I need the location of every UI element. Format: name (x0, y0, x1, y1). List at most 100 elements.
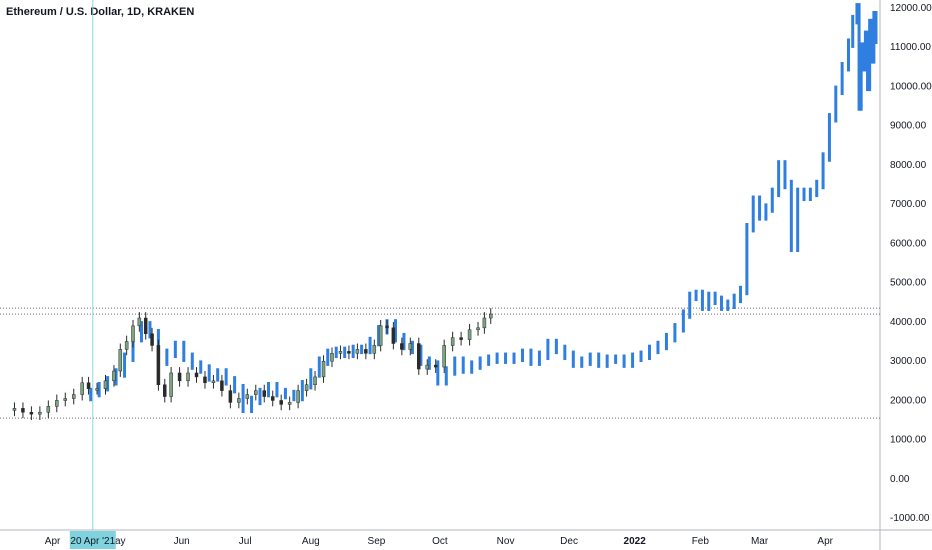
projection-bar (334, 346, 338, 359)
projection-bar (868, 18, 872, 92)
projection-bar (512, 352, 516, 364)
candle-body (262, 390, 266, 397)
projection-bar (123, 352, 127, 378)
projection-bar (283, 387, 287, 400)
projection-bar (571, 350, 575, 368)
projection-bar (656, 340, 660, 355)
projection-bar (233, 376, 237, 394)
candle-body (118, 349, 123, 372)
candle-body (103, 380, 108, 389)
candle-body (112, 370, 116, 382)
projection-bar (861, 42, 865, 72)
candle-body (163, 384, 167, 397)
candle-body (245, 394, 250, 399)
projection-bar (300, 380, 304, 402)
projection-bar (326, 348, 330, 366)
candle-body (203, 376, 207, 384)
x-tick-label: Feb (692, 536, 710, 547)
projection-bar (866, 30, 870, 92)
candle-body (287, 402, 292, 405)
projection-bar (250, 395, 254, 414)
projection-bar (410, 340, 414, 355)
projection-bar (258, 387, 262, 406)
candle-body (450, 337, 455, 346)
projection-bar (292, 389, 296, 402)
candle-body (12, 408, 17, 411)
x-tick-label: Jun (174, 536, 190, 547)
projection-bar (872, 10, 876, 64)
candle-body (220, 380, 224, 391)
candle-body (372, 345, 377, 354)
candle-body (46, 406, 51, 413)
projection-bar (309, 368, 313, 390)
projection-bar (713, 291, 717, 306)
projection-bar (580, 356, 584, 368)
projection-bar (777, 160, 781, 198)
projection-bar (726, 299, 730, 311)
candle-body (270, 396, 275, 401)
projection-bar (597, 352, 601, 368)
crosshair-label-box (69, 531, 116, 549)
projection-bar (622, 354, 626, 368)
y-tick-label: 3000.00 (890, 356, 927, 367)
projection-bar (453, 356, 457, 376)
projection-bar (436, 360, 440, 386)
y-tick-label: -1000.00 (890, 513, 930, 524)
projection-bar (758, 195, 762, 221)
projection-bar (537, 350, 541, 366)
candle-body (385, 325, 389, 329)
candle-body (321, 360, 326, 378)
candle-body (338, 351, 343, 354)
candle-body (169, 372, 173, 397)
candle-body (433, 364, 438, 368)
candle-body (137, 317, 142, 327)
candle-body (459, 337, 463, 340)
candle-body (417, 343, 421, 370)
projection-bar (719, 295, 723, 311)
projection-bar (444, 366, 448, 386)
candle-body (279, 400, 283, 405)
candle-body (29, 411, 34, 415)
projection-bar (393, 319, 397, 343)
candle-body (330, 353, 334, 362)
projection-bar (745, 222, 749, 296)
projection-bar (688, 291, 692, 319)
projection-bar (241, 383, 245, 414)
y-tick-label: 5000.00 (890, 278, 927, 289)
projection-bar (870, 18, 874, 64)
candle-body (150, 333, 154, 346)
projection-bar (808, 187, 812, 202)
projection-bar (351, 344, 355, 359)
projection-bar (857, 3, 861, 111)
x-tick-label: Apr (817, 536, 833, 547)
projection-bar (427, 356, 431, 370)
projection-bar (165, 348, 169, 366)
projection-bar (419, 344, 423, 366)
y-tick-label: 6000.00 (890, 238, 927, 249)
x-tick-label: May (107, 536, 126, 547)
projection-bar (190, 352, 194, 370)
candle-body (131, 325, 135, 342)
y-tick-label: 11000.00 (890, 42, 931, 53)
x-tick-label: Sep (368, 536, 386, 547)
projection-bar (554, 338, 558, 355)
candle-body (347, 351, 351, 354)
projection-bar (461, 356, 465, 374)
candle-body (194, 372, 199, 378)
projection-bar (546, 338, 550, 361)
projection-bar (529, 348, 533, 366)
candle-body (124, 341, 129, 350)
projection-bar (97, 381, 101, 398)
candle-body (80, 382, 84, 395)
projection-bar (863, 30, 867, 72)
projection-bar (224, 368, 228, 386)
candle-body (442, 345, 446, 368)
projection-bar (478, 356, 482, 370)
candle-body (86, 382, 91, 389)
candle-body (488, 313, 493, 319)
candle-body (237, 398, 241, 403)
projection-bar (840, 62, 844, 96)
x-tick-label: Aug (302, 536, 320, 547)
candle-body (211, 380, 216, 384)
